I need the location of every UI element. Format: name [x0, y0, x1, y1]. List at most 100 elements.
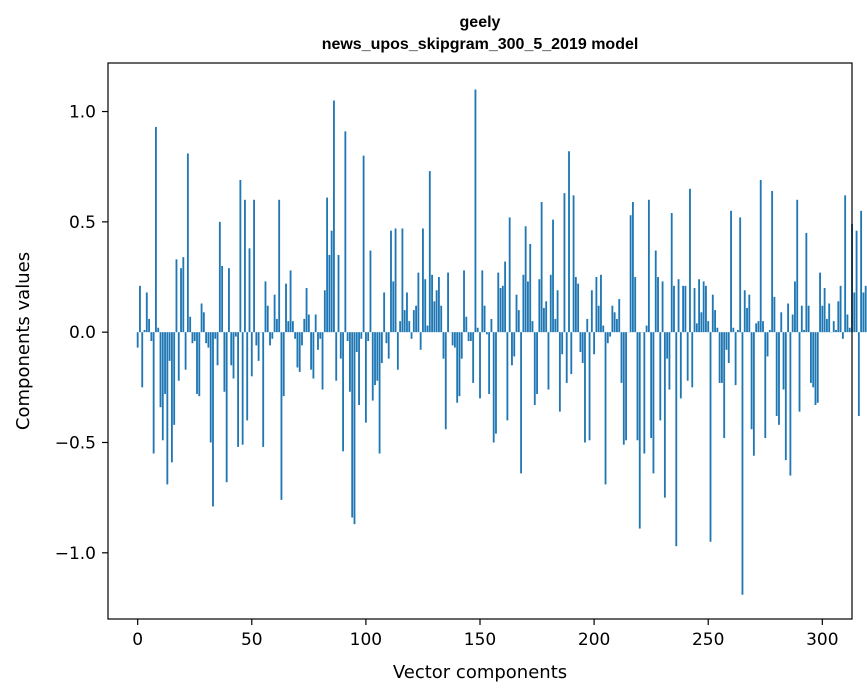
- bar-131: [435, 290, 438, 333]
- bar-210: [616, 318, 618, 333]
- bar-319: [864, 285, 867, 333]
- bar-298: [816, 332, 819, 403]
- bar-296: [812, 332, 815, 388]
- x-tick-label: 50: [241, 630, 263, 650]
- bar-21: [184, 332, 187, 370]
- bar-106: [378, 332, 381, 454]
- bar-187: [563, 193, 566, 333]
- bar-190: [570, 332, 573, 375]
- bar-227: [654, 250, 657, 333]
- bar-40: [228, 268, 230, 333]
- bar-200: [593, 332, 596, 355]
- bar-36: [218, 221, 221, 333]
- bar-248: [702, 281, 705, 333]
- bar-294: [807, 305, 810, 333]
- y-tick-label: −0.5: [55, 433, 96, 453]
- bar-185: [558, 332, 561, 412]
- bar-129: [431, 274, 433, 333]
- bar-2: [141, 332, 144, 388]
- bar-239: [682, 285, 685, 333]
- bar-103: [371, 332, 374, 401]
- bar-23: [189, 316, 192, 333]
- bar-101: [367, 332, 370, 341]
- bar-206: [606, 332, 609, 344]
- bar-20: [182, 257, 185, 333]
- bar-34: [214, 332, 217, 339]
- bar-183: [554, 318, 557, 333]
- bar-245: [695, 323, 698, 333]
- bar-317: [860, 210, 863, 333]
- bar-308: [839, 285, 842, 333]
- bar-130: [433, 301, 436, 333]
- bar-33: [212, 332, 214, 507]
- bar-57: [266, 305, 269, 333]
- bar-284: [784, 332, 787, 461]
- bar-16: [173, 332, 176, 425]
- bar-49: [248, 248, 251, 333]
- bar-19: [180, 268, 182, 333]
- bar-266: [743, 290, 746, 333]
- bar-69: [294, 332, 297, 339]
- bar-257: [723, 332, 726, 439]
- bar-110: [387, 332, 390, 359]
- bar-252: [711, 294, 714, 333]
- bar-237: [677, 279, 680, 333]
- bar-124: [419, 332, 422, 350]
- bar-312: [848, 327, 851, 333]
- bar-265: [741, 332, 744, 595]
- bar-246: [698, 279, 701, 333]
- bar-160: [501, 285, 504, 333]
- bar-27: [198, 332, 201, 397]
- bar-147: [472, 332, 475, 383]
- bar-300: [821, 305, 824, 333]
- bar-251: [709, 332, 712, 542]
- bar-87: [335, 332, 338, 381]
- bar-290: [798, 332, 801, 412]
- bar-135: [444, 332, 447, 430]
- bar-53: [257, 332, 260, 361]
- bar-180: [547, 332, 550, 390]
- bar-10: [159, 332, 162, 408]
- bar-28: [200, 303, 203, 333]
- bar-32: [209, 332, 212, 443]
- bar-14: [168, 332, 171, 361]
- bar-61: [275, 318, 278, 333]
- bar-111: [390, 230, 392, 333]
- bar-244: [693, 288, 696, 333]
- bar-59: [271, 332, 274, 339]
- bar-64: [282, 332, 285, 397]
- bar-258: [725, 332, 728, 350]
- bar-189: [568, 151, 570, 333]
- bar-262: [734, 332, 737, 386]
- bar-62: [278, 199, 281, 333]
- bar-229: [659, 332, 662, 421]
- x-tick-label: 150: [464, 630, 496, 650]
- bar-158: [497, 272, 500, 333]
- bar-212: [620, 332, 623, 383]
- bar-268: [748, 294, 751, 333]
- bar-119: [408, 321, 411, 333]
- bar-78: [314, 314, 317, 333]
- y-axis-label: Components values: [13, 252, 34, 430]
- bar-38: [223, 332, 226, 392]
- bar-303: [828, 303, 831, 333]
- bar-293: [805, 232, 808, 333]
- bar-51: [253, 199, 255, 333]
- bar-254: [716, 327, 719, 333]
- bar-175: [536, 332, 538, 394]
- x-axis-label: Vector components: [393, 662, 567, 683]
- bar-297: [814, 332, 817, 405]
- bar-186: [561, 332, 564, 355]
- chart-subtitle: news_upos_skipgram_300_5_2019 model: [321, 36, 639, 53]
- bar-84: [328, 254, 331, 333]
- bar-91: [344, 131, 347, 333]
- bar-66: [287, 321, 290, 333]
- bar-81: [321, 332, 324, 390]
- bar-117: [403, 310, 406, 333]
- x-tick-label: 200: [578, 630, 610, 650]
- bar-55: [262, 332, 265, 447]
- bar-142: [460, 332, 463, 359]
- bar-223: [645, 325, 648, 333]
- bar-18: [177, 332, 180, 381]
